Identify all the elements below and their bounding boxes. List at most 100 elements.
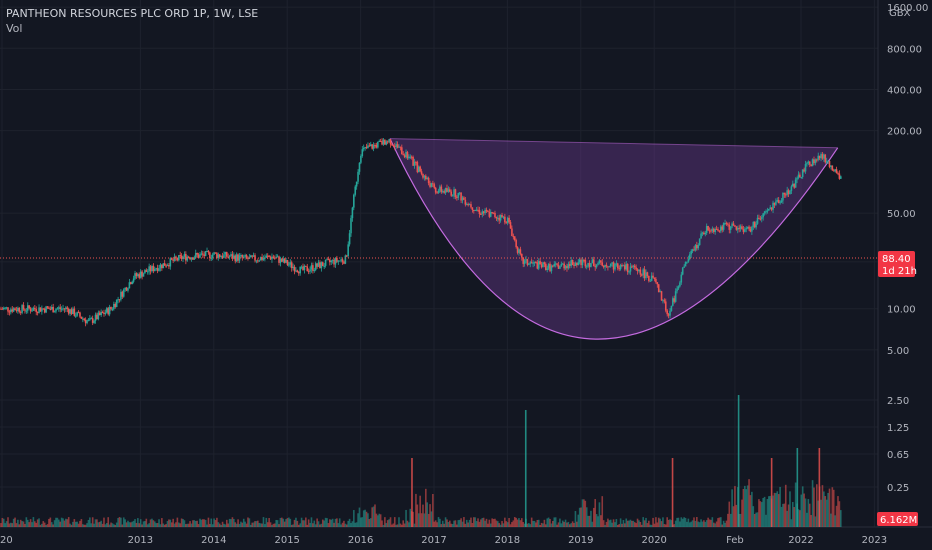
candle-body — [310, 265, 313, 270]
candle-body — [338, 260, 341, 262]
candle-body — [801, 169, 804, 177]
candle-body — [588, 262, 591, 267]
candle-body — [724, 223, 726, 225]
candle-body — [28, 305, 30, 309]
volume-bar — [24, 523, 26, 527]
volume-bar — [101, 523, 104, 527]
volume-bar — [460, 518, 462, 527]
volume-bar — [710, 519, 712, 527]
volume-bar — [600, 515, 602, 527]
volume-bar — [389, 517, 392, 527]
candle-body — [203, 254, 206, 256]
volume-bar — [715, 521, 718, 527]
volume-bar — [787, 504, 790, 527]
volume-bar — [10, 522, 12, 527]
volume-bar — [437, 517, 440, 527]
candle-body — [343, 261, 345, 264]
volume-bar — [648, 520, 650, 527]
volume-bar — [484, 520, 486, 527]
candle-body — [90, 318, 93, 320]
volume-bar — [615, 519, 618, 527]
volume-bar — [684, 517, 687, 527]
volume-spike — [796, 448, 799, 527]
candle-body — [4, 307, 6, 309]
candle-body — [446, 188, 448, 192]
volume-indicator-label[interactable]: Vol — [6, 22, 23, 35]
time-axis[interactable]: 20 2013 2014 2015 2016 2017 2018 2019 2020 Feb 202… — [0, 535, 932, 546]
candle-body — [98, 312, 101, 316]
volume-bar — [121, 524, 124, 527]
volume-bar — [451, 524, 454, 527]
volume-bar — [341, 522, 344, 527]
candle-body — [803, 169, 805, 172]
candle-body — [214, 252, 217, 254]
candle-body — [58, 307, 60, 309]
volume-bar — [153, 521, 156, 527]
volume-bar — [336, 518, 338, 527]
cup-curve[interactable] — [389, 138, 839, 340]
cup-pattern-drawing[interactable] — [389, 138, 839, 340]
candle-body — [494, 213, 496, 218]
candle-body — [817, 155, 820, 160]
volume-bar — [546, 518, 549, 527]
candle-body — [772, 202, 774, 210]
candle-body — [201, 253, 204, 255]
volume-bar — [199, 518, 201, 527]
price-axis[interactable]: GBX 28000.0014000.007000.003400.001600.0… — [887, 0, 932, 357]
candle-body — [234, 255, 237, 262]
candle-body — [238, 255, 241, 261]
volume-bar — [182, 518, 184, 527]
candle-body — [686, 261, 688, 263]
volume-bar — [786, 510, 788, 527]
volume-bar — [696, 517, 698, 527]
candle-body — [543, 262, 546, 264]
candle-body — [674, 291, 677, 302]
volume-bar — [138, 523, 141, 527]
volume-bar — [556, 524, 558, 527]
candle-body — [235, 254, 238, 262]
volume-bar — [425, 488, 427, 527]
volume-bar — [145, 518, 148, 527]
candle-body — [453, 189, 455, 196]
candle-body — [268, 255, 270, 257]
volume-bar — [793, 507, 796, 527]
candle-body — [638, 269, 640, 272]
volume-bar — [482, 517, 485, 527]
candle-body — [508, 217, 510, 223]
volume-bar — [465, 519, 468, 527]
candle-body — [650, 275, 653, 281]
candle-body — [762, 213, 764, 218]
candle-body — [454, 189, 457, 198]
volume-bar — [245, 523, 248, 527]
candle-body — [227, 256, 229, 258]
volume-bar — [113, 524, 115, 527]
volume-bar — [378, 513, 381, 527]
volume-bar — [782, 503, 784, 527]
volume-bar — [158, 519, 160, 527]
candle-body — [552, 265, 554, 267]
candle-body — [381, 141, 383, 145]
volume-bar — [149, 519, 152, 527]
volume-bar — [323, 520, 325, 527]
volume-bar — [746, 485, 749, 527]
volume-bar — [681, 518, 684, 527]
candle-body — [652, 275, 654, 278]
candle-body — [532, 262, 534, 264]
candle-body — [577, 262, 580, 265]
volume-bar — [736, 487, 739, 527]
volume-bar — [177, 522, 180, 527]
candle-body — [712, 228, 715, 232]
volume-bar — [429, 504, 431, 527]
candle-body — [568, 264, 571, 266]
volume-bar — [52, 524, 54, 527]
volume-bar — [728, 501, 731, 527]
cup-rim-line[interactable] — [389, 138, 838, 149]
symbol-title[interactable]: PANTHEON RESOURCES PLC ORD 1P, 1W, LSE — [6, 7, 259, 20]
volume-bar — [107, 517, 110, 527]
candle-body — [474, 209, 477, 211]
volume-bar — [769, 495, 772, 527]
volume-bar — [146, 524, 149, 527]
volume-bar — [520, 518, 523, 527]
volume-bar — [320, 523, 323, 527]
